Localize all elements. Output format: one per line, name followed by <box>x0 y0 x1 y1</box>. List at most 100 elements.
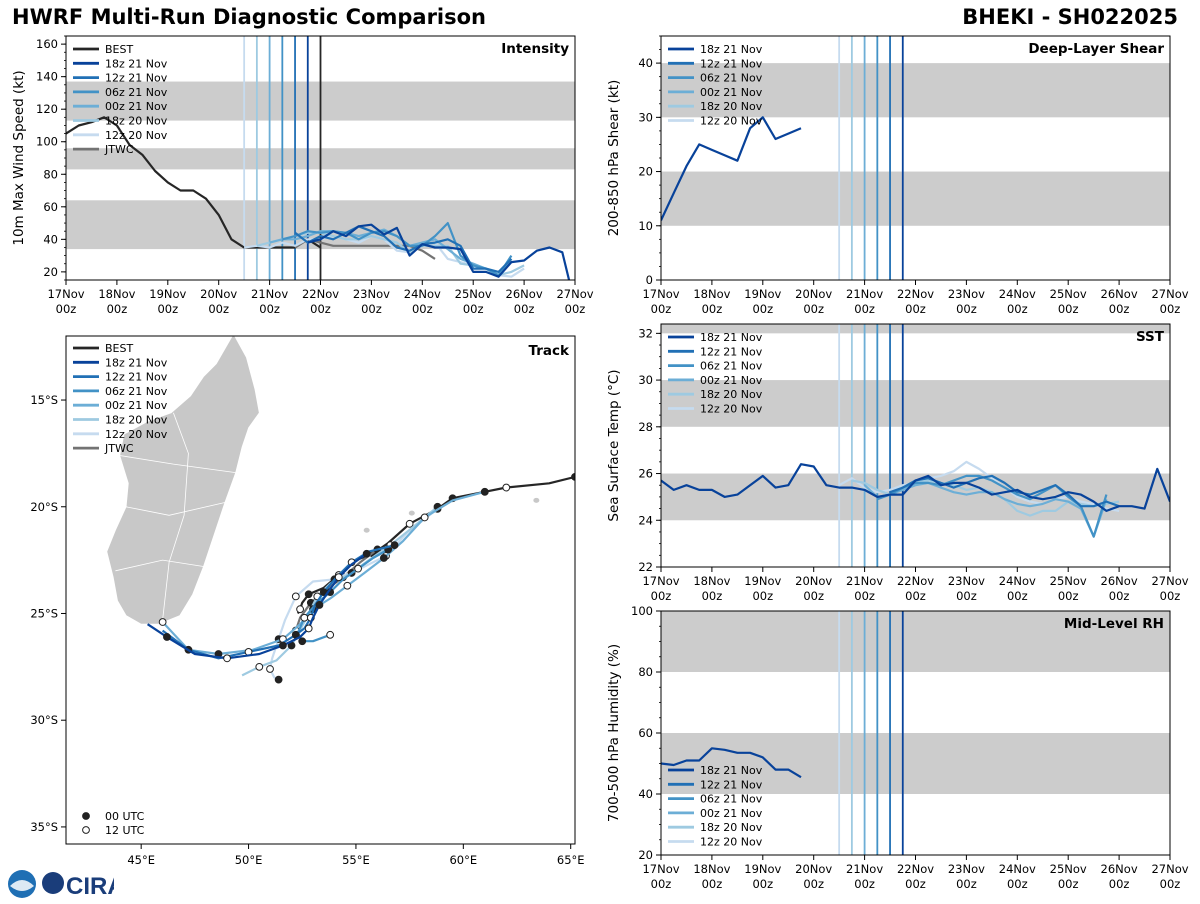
intensity-x-tick-label-day: 24Nov <box>404 287 441 301</box>
track-marker-00z-21-nov <box>379 554 388 562</box>
intensity-x-tick-label-day: 21Nov <box>251 287 288 301</box>
shear-x-tick-label-day: 26Nov <box>1101 287 1138 301</box>
track-marker-00z-21-nov <box>480 487 489 496</box>
rh-y-tick-label: 60 <box>638 726 653 740</box>
intensity-x-tick-label-day: 23Nov <box>353 287 390 301</box>
track-marker-legend-label-12-utc: 12 UTC <box>105 824 145 837</box>
intensity-x-tick-label-day: 22Nov <box>302 287 339 301</box>
intensity-legend-label-jtwc: JTWC <box>104 143 134 156</box>
madagascar-landmass <box>106 336 260 625</box>
intensity-x-tick-label-hour: 00z <box>463 302 484 316</box>
sst-panel: 22242628303217Nov00z18Nov00z19Nov00z20No… <box>606 323 1189 603</box>
track-marker-00z-21-nov <box>420 513 429 522</box>
sst-x-tick-label-hour: 00z <box>1058 589 1079 603</box>
intensity-x-tick-label-day: 26Nov <box>506 287 543 301</box>
track-legend-label-18z-21-nov: 18z 21 Nov <box>105 356 168 369</box>
sst-x-tick-label-hour: 00z <box>1160 589 1181 603</box>
rh-x-tick-label-day: 21Nov <box>846 862 883 876</box>
track-panel: 45°E 50°E 55°E 60°E 65°E 15°S 20°S 25°S 30°S 35°S… <box>30 335 585 867</box>
sst-legend-label-12z-21-nov: 12z 21 Nov <box>700 345 763 358</box>
intensity-y-axis-label: 10m Max Wind Speed (kt) <box>11 70 27 245</box>
rh-x-tick-label-day: 26Nov <box>1101 862 1138 876</box>
shear-x-tick-label-hour: 00z <box>803 302 824 316</box>
intensity-x-tick-label-hour: 00z <box>412 302 433 316</box>
rh-x-tick-label-hour: 00z <box>1007 877 1028 891</box>
intensity-y-tick-label: 60 <box>43 200 58 214</box>
track-series-00z-21-nov <box>161 490 486 656</box>
intensity-y-tick-label: 140 <box>36 70 58 84</box>
track-marker-06z-21-nov <box>298 637 307 646</box>
rh-x-tick-label-hour: 00z <box>1109 877 1130 891</box>
rh-x-tick-label-day: 25Nov <box>1050 862 1087 876</box>
rh-legend-label-00z-21-nov: 00z 21 Nov <box>700 807 763 820</box>
rh-series-18z-21-nov <box>661 747 802 779</box>
island-1 <box>408 510 415 516</box>
track-y-tick-label: 20°S <box>30 500 58 514</box>
sst-legend-label-18z-21-nov: 18z 21 Nov <box>700 331 763 344</box>
shear-y-tick-label: 40 <box>638 56 653 70</box>
rh-y-tick-label: 80 <box>638 665 653 679</box>
track-x-tick-label: 65°E <box>557 853 585 867</box>
figure-title: HWRF Multi-Run Diagnostic Comparison <box>12 5 487 29</box>
sst-y-tick-label: 30 <box>638 373 653 387</box>
intensity-y-tick-label: 80 <box>43 167 58 181</box>
shear-panel: 01020304017Nov00z18Nov00z19Nov00z20Nov00… <box>606 35 1189 316</box>
track-marker-18z-21-nov <box>315 601 324 609</box>
intensity-panel-title: Intensity <box>501 41 569 57</box>
sst-x-tick-label-hour: 00z <box>803 589 824 603</box>
shear-legend-label-00z-21-nov: 00z 21 Nov <box>700 86 763 99</box>
rh-x-tick-label-hour: 00z <box>1160 877 1181 891</box>
track-marker-legend-label-00-utc: 00 UTC <box>105 810 145 823</box>
rh-x-tick-label-day: 27Nov <box>1151 862 1188 876</box>
sst-x-tick-label-day: 26Nov <box>1101 574 1138 588</box>
shear-x-tick-label-day: 18Nov <box>693 287 730 301</box>
track-marker-best <box>304 590 313 599</box>
sst-series-18z-21-nov <box>661 463 1170 512</box>
sst-x-tick-label-day: 17Nov <box>642 574 679 588</box>
shear-x-tick-label-hour: 00z <box>905 302 926 316</box>
intensity-x-tick-label-hour: 00z <box>361 302 382 316</box>
sst-x-tick-label-hour: 00z <box>702 589 723 603</box>
sst-legend-label-00z-21-nov: 00z 21 Nov <box>700 374 763 387</box>
track-marker-legend-00-utc <box>82 812 90 820</box>
sst-y-tick-label: 32 <box>638 326 653 340</box>
track-plot-area <box>106 336 575 684</box>
sst-x-tick-label-day: 20Nov <box>795 574 832 588</box>
track-marker-best <box>405 519 414 528</box>
rh-panel: 2040608010017Nov00z18Nov00z19Nov00z20Nov… <box>606 604 1189 891</box>
track-marker-18z-21-nov <box>163 633 171 641</box>
shear-y-tick-label: 30 <box>638 110 653 124</box>
region-boundary-0 <box>126 502 225 516</box>
intensity-series-06z-21-nov <box>282 222 513 277</box>
track-y-tick-label: 30°S <box>30 713 58 727</box>
storm-id: BHEKI - SH022025 <box>962 5 1178 29</box>
sst-x-tick-label-day: 19Nov <box>744 574 781 588</box>
sst-x-tick-label-day: 24Nov <box>999 574 1036 588</box>
track-marker-18z-21-nov <box>223 654 231 663</box>
rh-legend-label-12z-21-nov: 12z 21 Nov <box>700 778 763 791</box>
shear-x-tick-label-day: 19Nov <box>744 287 781 301</box>
rh-panel-title: Mid-Level RH <box>1064 616 1164 632</box>
track-marker-06z-21-nov <box>300 613 309 622</box>
intensity-y-tick-label: 100 <box>36 135 58 149</box>
sst-legend-label-06z-21-nov: 06z 21 Nov <box>700 360 763 373</box>
rh-x-tick-label-hour: 00z <box>854 877 875 891</box>
track-legend-label-00z-21-nov: 00z 21 Nov <box>105 399 168 412</box>
sst-x-tick-label-day: 18Nov <box>693 574 730 588</box>
sst-plot-area <box>661 324 1170 567</box>
track-legend-label-12z-21-nov: 12z 21 Nov <box>105 371 168 384</box>
track-marker-06z-21-nov <box>326 630 335 639</box>
track-marker-12z-20-nov <box>291 592 300 601</box>
intensity-legend-label-best: BEST <box>105 43 133 56</box>
shear-x-tick-label-day: 24Nov <box>999 287 1036 301</box>
rh-x-tick-label-day: 24Nov <box>999 862 1036 876</box>
track-y-tick-label: 25°S <box>30 606 58 620</box>
intensity-legend-label-06z-21-nov: 06z 21 Nov <box>105 86 168 99</box>
intensity-y-tick-label: 20 <box>43 265 58 279</box>
rh-legend-label-06z-21-nov: 06z 21 Nov <box>700 793 763 806</box>
intensity-series-12z-21-nov <box>294 225 513 273</box>
shear-legend-label-06z-21-nov: 06z 21 Nov <box>700 72 763 85</box>
track-legend-label-12z-20-nov: 12z 20 Nov <box>105 428 168 441</box>
region-boundary-3 <box>162 412 189 620</box>
